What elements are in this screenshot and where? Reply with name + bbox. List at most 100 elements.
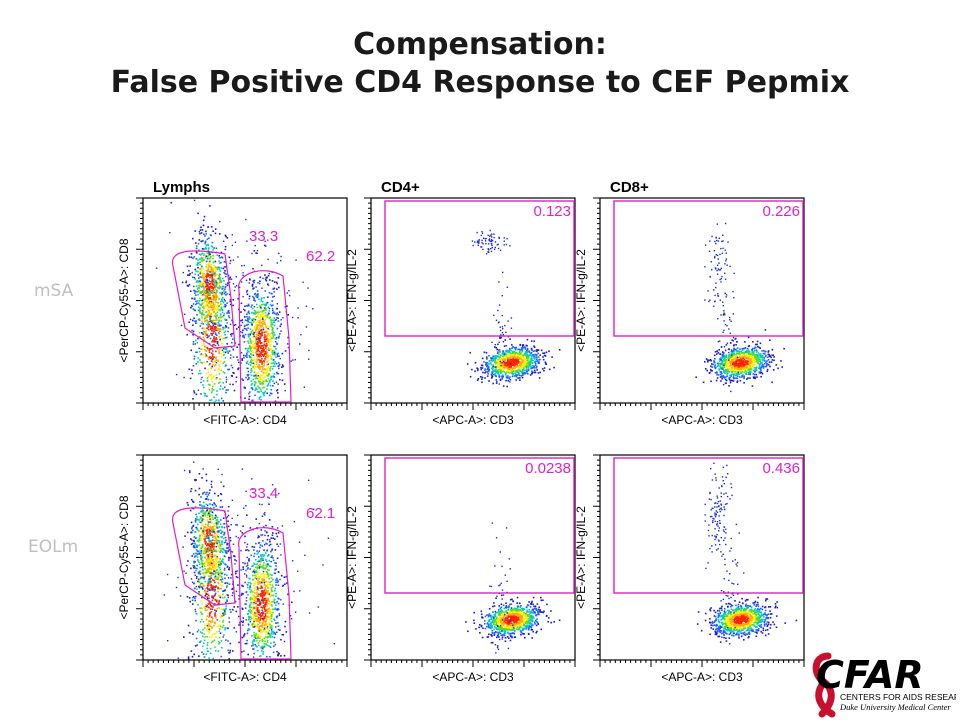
event-dot: [217, 343, 219, 345]
event-dot: [733, 344, 735, 346]
event-dot: [244, 265, 245, 266]
event-dot: [715, 367, 717, 369]
event-dot: [265, 290, 267, 292]
event-dot: [768, 351, 770, 353]
event-dot: [275, 314, 277, 316]
event-dot: [730, 382, 732, 384]
event-dot: [196, 285, 198, 287]
event-dot: [220, 545, 222, 547]
event-dot: [276, 372, 277, 373]
event-dot: [753, 370, 755, 372]
event-dot: [209, 350, 211, 352]
event-dot: [513, 354, 515, 356]
event-dot: [707, 361, 709, 363]
event-dot: [258, 313, 260, 315]
event-dot: [209, 271, 211, 273]
event-dot: [731, 321, 732, 322]
event-dot: [739, 370, 741, 372]
event-dot: [214, 323, 215, 324]
event-dot: [251, 375, 253, 377]
event-dot: [474, 241, 475, 242]
event-dot: [189, 256, 191, 258]
event-dot: [546, 352, 548, 354]
event-dot: [209, 363, 210, 364]
event-dot: [191, 257, 193, 259]
event-dot: [260, 325, 262, 327]
event-dot: [218, 330, 220, 332]
event-dot: [511, 350, 513, 352]
event-dot: [225, 331, 227, 333]
event-dot: [216, 282, 217, 283]
event-dot: [272, 376, 274, 378]
event-dot: [248, 321, 250, 323]
event-dot: [488, 243, 489, 244]
event-dot: [216, 248, 218, 250]
event-dot: [725, 293, 726, 294]
event-dot: [725, 260, 726, 261]
event-dot: [732, 291, 733, 292]
event-dot: [715, 283, 716, 284]
event-dot: [777, 368, 779, 370]
event-dot: [265, 312, 267, 314]
event-dot: [285, 390, 286, 391]
event-dot: [729, 319, 730, 320]
event-dot: [197, 361, 199, 363]
event-dot: [725, 223, 726, 224]
event-dot: [215, 345, 217, 347]
event-dot: [736, 373, 738, 375]
event-dot: [208, 267, 210, 269]
event-dot: [272, 334, 274, 336]
event-dot: [214, 554, 216, 556]
event-dot: [271, 341, 273, 343]
event-dot: [266, 277, 268, 279]
event-dot: [718, 349, 720, 351]
event-dot: [730, 391, 731, 392]
event-dot: [211, 226, 213, 228]
event-dot: [522, 356, 524, 358]
event-dot: [211, 360, 213, 362]
event-dot: [256, 343, 258, 345]
event-dot: [200, 281, 202, 283]
event-dot: [545, 355, 547, 357]
event-dot: [199, 488, 201, 490]
event-dot: [745, 361, 747, 363]
event-dot: [219, 526, 221, 528]
event-dot: [520, 352, 522, 354]
event-dot: [263, 387, 265, 389]
x-axis-label: <APC-A>: CD3: [661, 413, 743, 427]
event-dot: [198, 306, 200, 308]
event-dot: [525, 355, 527, 357]
event-dot: [499, 304, 500, 305]
event-dot: [215, 233, 217, 235]
event-dot: [190, 307, 192, 309]
event-dot: [481, 378, 483, 380]
event-dot: [202, 569, 204, 571]
panel-title: Lymphs: [153, 179, 210, 196]
event-dot: [219, 274, 221, 276]
event-dot: [254, 368, 256, 370]
event-dot: [259, 376, 261, 378]
event-dot: [255, 345, 257, 347]
event-dot: [203, 354, 205, 356]
event-dot: [780, 360, 782, 362]
event-dot: [491, 241, 492, 242]
event-dot: [202, 348, 204, 350]
event-dot: [274, 321, 276, 323]
event-dot: [273, 336, 275, 338]
event-dot: [726, 258, 727, 259]
event-dot: [247, 375, 249, 377]
event-dot: [491, 364, 493, 366]
event-dot: [721, 268, 722, 269]
event-dot: [219, 257, 221, 259]
event-dot: [211, 388, 213, 390]
event-dot: [488, 239, 489, 240]
event-dot: [526, 358, 528, 360]
event-dot: [212, 293, 214, 295]
event-dot: [478, 241, 479, 242]
event-dot: [269, 308, 270, 309]
event-dot: [527, 362, 529, 364]
event-dot: [279, 379, 281, 381]
event-dot: [729, 368, 731, 370]
event-dot: [529, 364, 531, 366]
event-dot: [760, 370, 762, 372]
